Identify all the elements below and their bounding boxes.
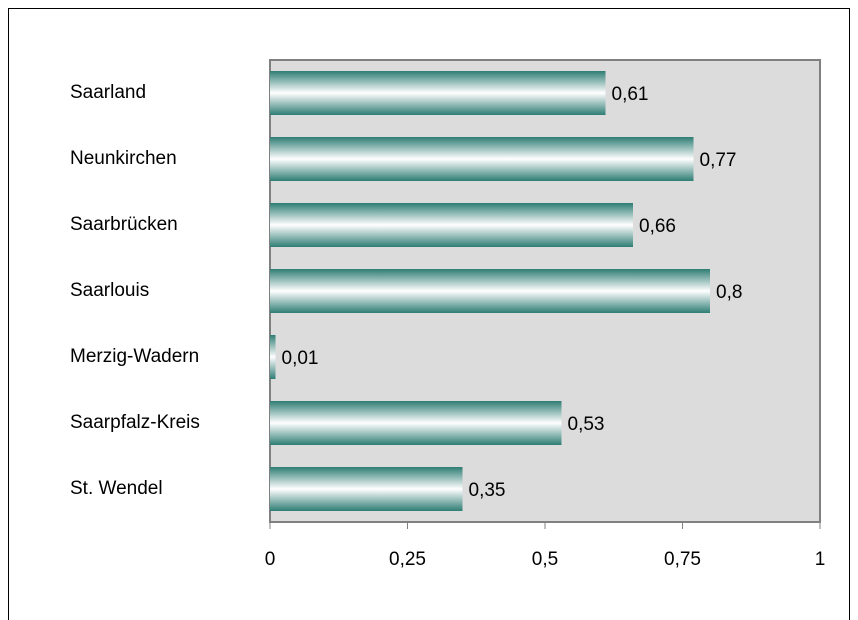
value-label: 0,61 (612, 84, 649, 105)
category-label: Merzig-Wadern (70, 346, 199, 367)
bar (270, 203, 633, 247)
bar (270, 401, 562, 445)
value-label: 0,8 (716, 282, 742, 303)
category-label: Saarlouis (70, 280, 149, 301)
category-label: Saarpfalz-Kreis (70, 412, 200, 433)
value-label: 0,77 (700, 150, 737, 171)
x-tick-label: 0,25 (389, 549, 426, 570)
category-label: Neunkirchen (70, 148, 177, 169)
category-label: Saarland (70, 82, 146, 103)
bar (270, 335, 276, 379)
value-label: 0,35 (469, 480, 506, 501)
bar (270, 467, 463, 511)
bar (270, 137, 694, 181)
x-tick-label: 0,5 (532, 549, 558, 570)
x-tick-label: 0 (265, 549, 276, 570)
x-tick-label: 1 (815, 549, 826, 570)
category-label: Saarbrücken (70, 214, 178, 235)
value-label: 0,53 (568, 414, 605, 435)
value-label: 0,66 (639, 216, 676, 237)
category-label: St. Wendel (70, 478, 163, 499)
x-tick-label: 0,75 (664, 549, 701, 570)
value-label: 0,01 (282, 348, 319, 369)
bar (270, 71, 606, 115)
bar (270, 269, 710, 313)
